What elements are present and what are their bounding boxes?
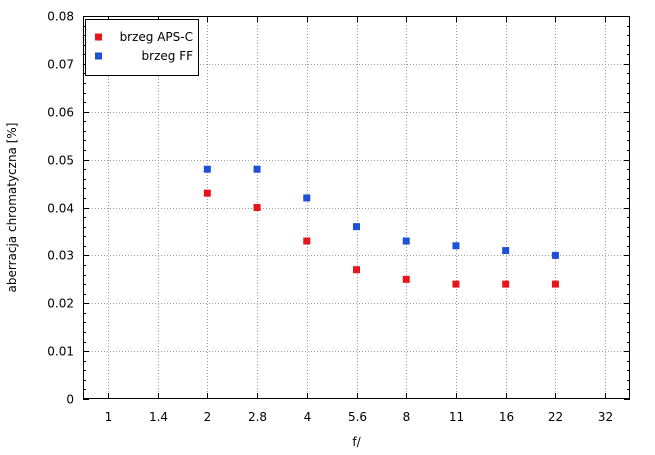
y-tick-label: 0.02 bbox=[47, 297, 74, 311]
x-tick-label: 1.4 bbox=[149, 410, 168, 424]
data-point bbox=[551, 251, 559, 259]
y-tick-label: 0.06 bbox=[47, 106, 74, 120]
legend: brzeg APS-C brzeg FF bbox=[85, 19, 199, 76]
x-tick-label: 1 bbox=[105, 410, 113, 424]
x-tick-label: 16 bbox=[499, 410, 514, 424]
x-tick-label: 2 bbox=[204, 410, 212, 424]
y-tick-label: 0.07 bbox=[47, 58, 74, 72]
legend-marker bbox=[95, 52, 102, 60]
tick-labels: 0 0.01 0.02 0.03 0.04 0.05 0.06 0.07 0.08 1 1.4 2 2.… bbox=[47, 10, 613, 425]
x-tick-label: 4 bbox=[304, 410, 312, 424]
data-point bbox=[502, 280, 510, 288]
data-point bbox=[203, 189, 211, 197]
y-tick-label: 0.05 bbox=[47, 154, 74, 168]
data-point bbox=[253, 204, 261, 211]
data-point bbox=[303, 194, 311, 202]
data-point bbox=[452, 242, 460, 250]
data-points bbox=[203, 165, 559, 288]
x-tick-label: 2.8 bbox=[248, 410, 267, 424]
data-point bbox=[353, 223, 360, 231]
x-axis-title: f/ bbox=[352, 435, 361, 449]
x-tick-label: 22 bbox=[548, 410, 563, 424]
data-point bbox=[452, 280, 460, 288]
y-tick-label: 0 bbox=[66, 393, 74, 407]
y-tick-label: 0.03 bbox=[47, 249, 74, 263]
plot-frame bbox=[83, 16, 630, 399]
grid bbox=[83, 16, 630, 399]
x-tick-label: 11 bbox=[449, 410, 464, 424]
x-tick-label: 32 bbox=[598, 410, 613, 424]
y-tick-label: 0.08 bbox=[47, 10, 74, 24]
legend-box bbox=[85, 19, 199, 76]
data-point bbox=[353, 266, 360, 274]
data-point bbox=[402, 237, 410, 245]
data-point bbox=[203, 165, 211, 173]
data-point bbox=[253, 165, 261, 173]
data-point bbox=[402, 275, 410, 283]
data-point bbox=[303, 237, 311, 245]
legend-label: brzeg APS-C bbox=[120, 30, 193, 44]
legend-marker bbox=[95, 33, 102, 41]
data-point bbox=[502, 247, 510, 255]
y-axis-title: aberracja chromatyczna [%] bbox=[5, 123, 19, 293]
legend-label: brzeg FF bbox=[142, 49, 194, 63]
x-tick-label: 5.6 bbox=[348, 410, 367, 424]
y-tick-label: 0.01 bbox=[47, 345, 74, 359]
y-tick-label: 0.04 bbox=[47, 202, 74, 216]
data-point bbox=[551, 280, 559, 288]
x-tick-label: 8 bbox=[403, 410, 411, 424]
